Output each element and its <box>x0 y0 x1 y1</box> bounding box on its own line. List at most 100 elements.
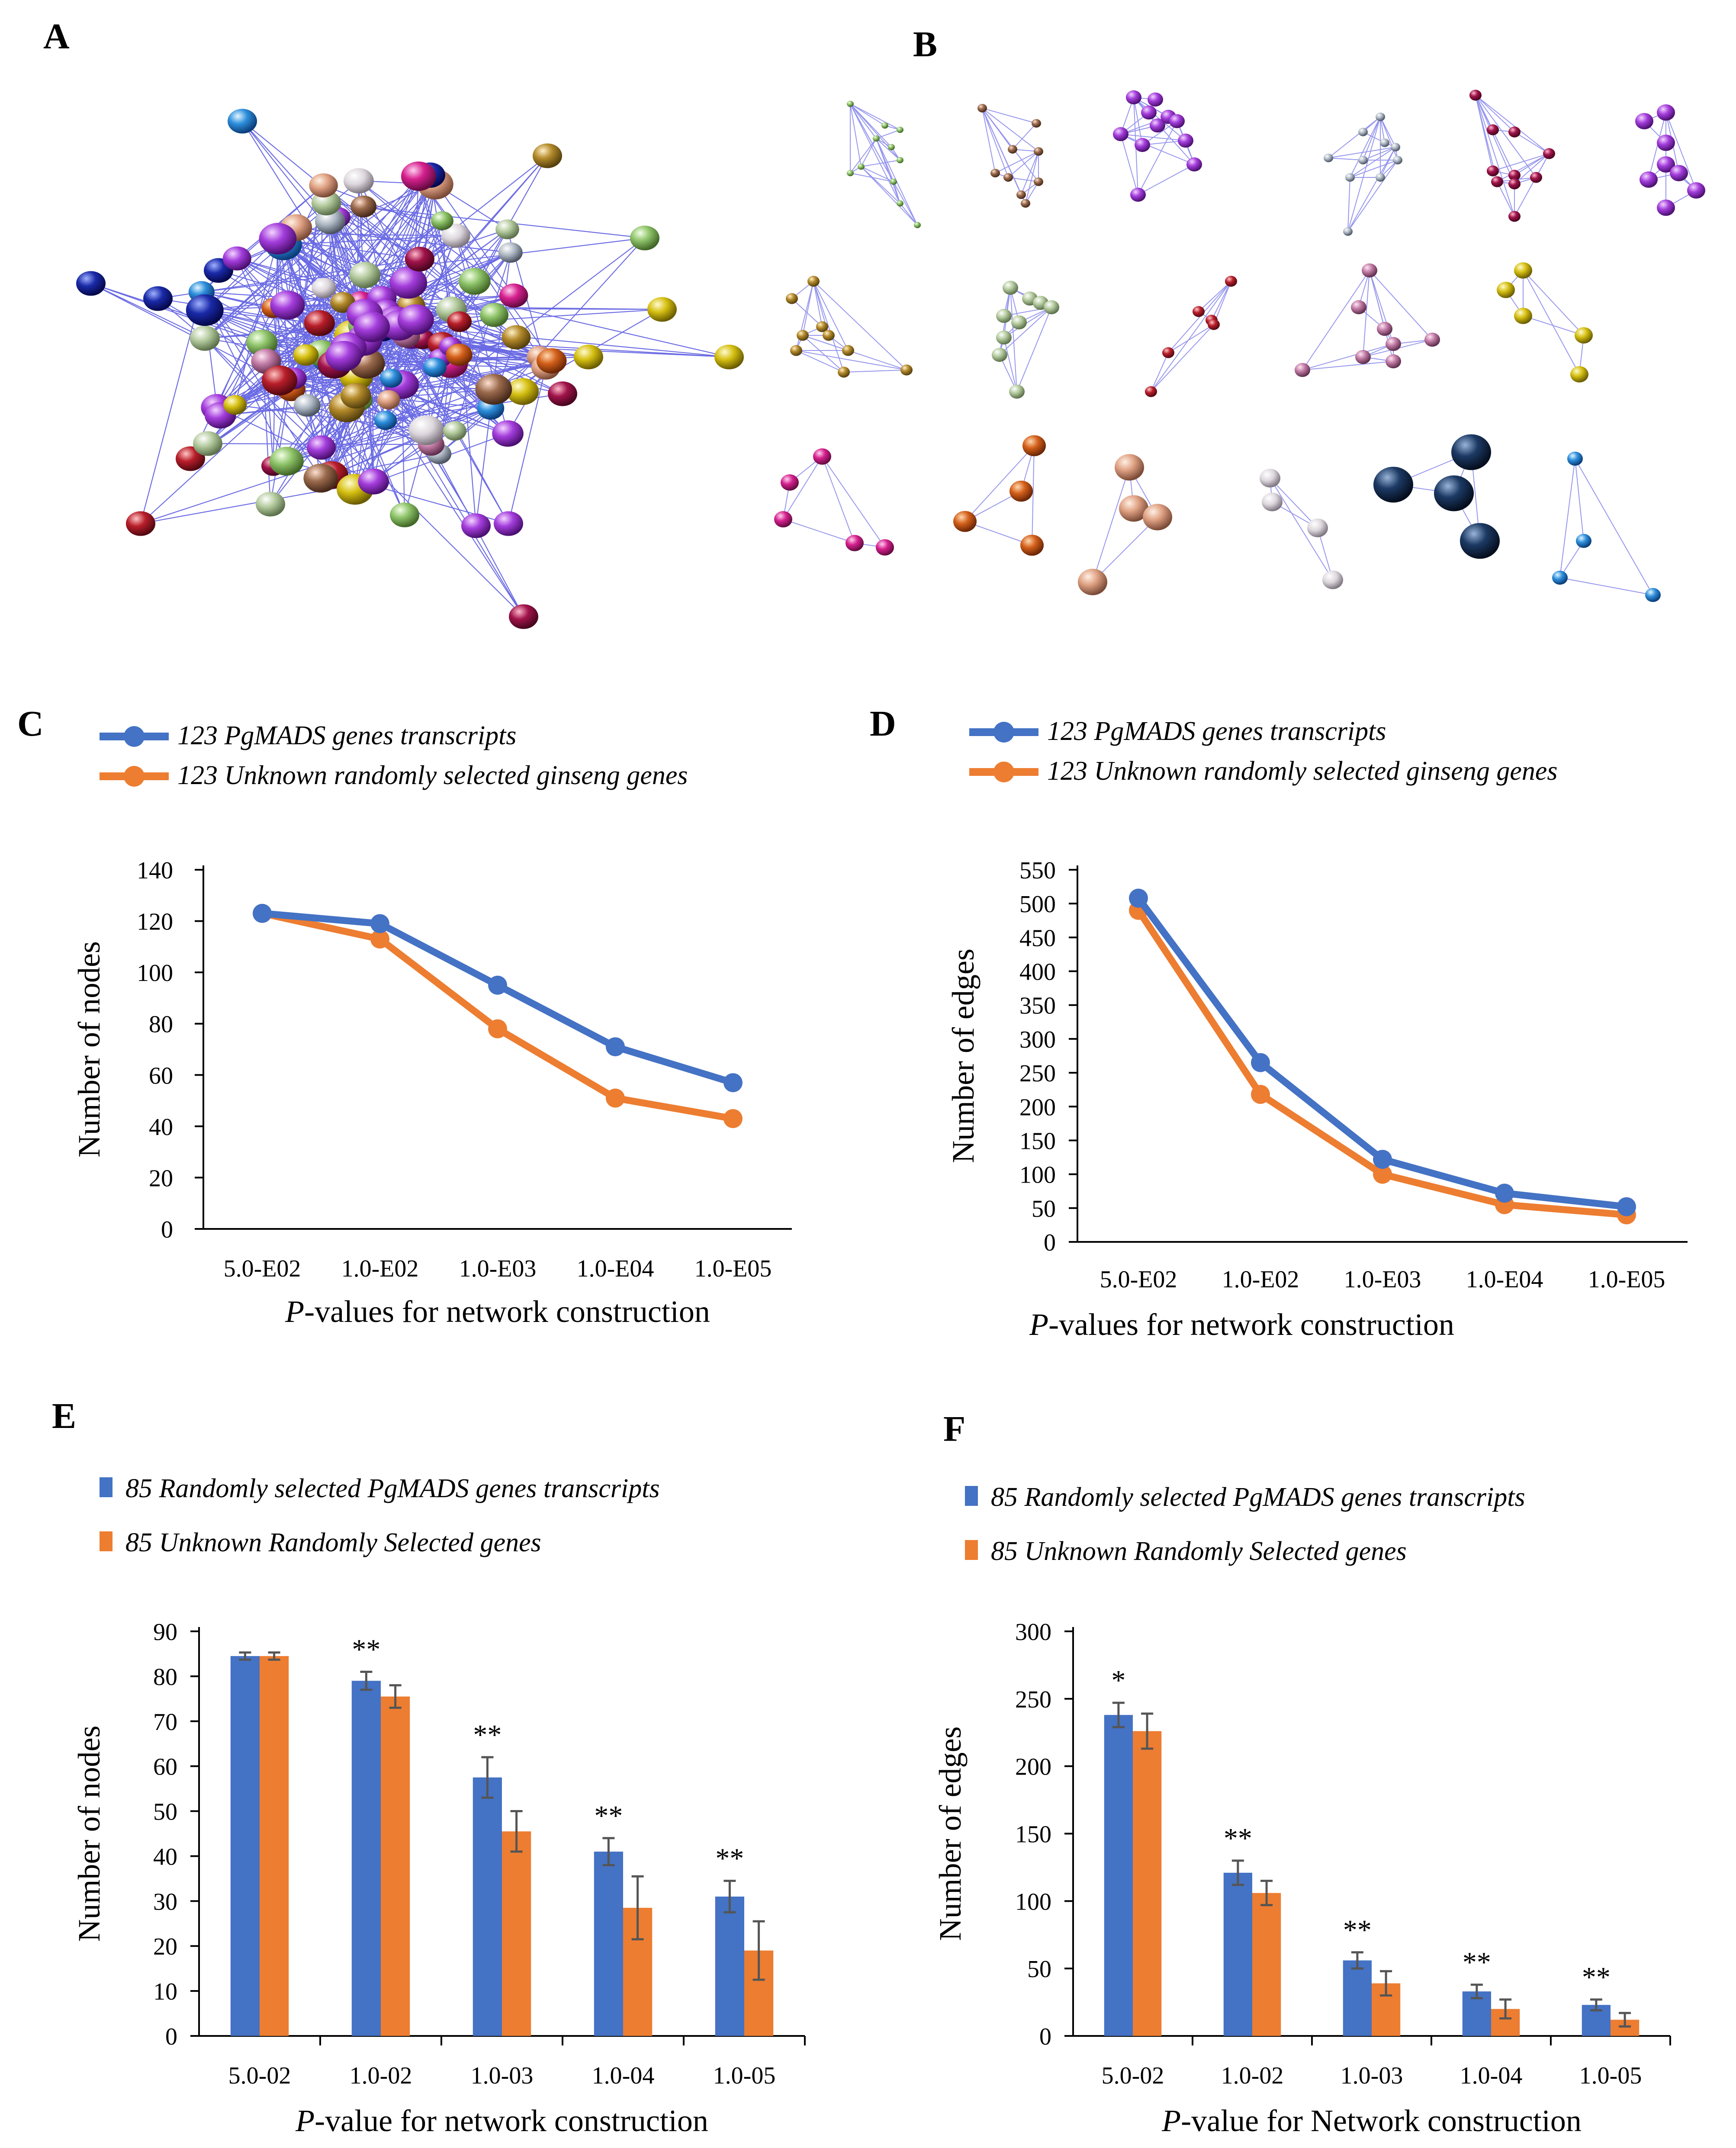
module-node <box>897 126 903 133</box>
significance-marker: ** <box>1463 1947 1491 1978</box>
network-node <box>441 223 470 248</box>
x-axis-title: P-value for Network construction <box>1161 2103 1582 2138</box>
bar <box>502 1831 531 2036</box>
data-point <box>1251 1085 1270 1104</box>
y-tick-label: 40 <box>149 1114 173 1141</box>
network-node <box>533 143 562 168</box>
network-node <box>390 502 419 527</box>
legend-label-2: 85 Unknown Randomly Selected genes <box>125 1528 541 1557</box>
module-node <box>1657 135 1675 151</box>
y-tick-label: 80 <box>149 1011 173 1038</box>
network-node <box>143 286 173 311</box>
module-node <box>1355 350 1371 364</box>
panel-label-c: C <box>17 704 44 744</box>
data-point <box>488 975 507 995</box>
network-node <box>443 421 467 441</box>
module-node <box>813 448 831 465</box>
module-6 <box>1635 104 1705 216</box>
y-tick-label: 400 <box>1019 959 1056 986</box>
module-17 <box>1552 451 1661 602</box>
module-15 <box>1260 469 1343 589</box>
module-node <box>1508 211 1521 222</box>
module-node <box>1376 173 1385 182</box>
network-node <box>256 492 285 517</box>
module-node <box>1262 492 1283 511</box>
y-tick-label: 0 <box>161 1216 173 1243</box>
module-node <box>1380 138 1389 147</box>
bar <box>381 1696 410 2036</box>
module-node <box>1487 124 1499 135</box>
module-node <box>1391 143 1400 151</box>
data-point <box>370 929 389 949</box>
network-node <box>714 344 744 370</box>
module-node <box>1343 227 1353 236</box>
network-node <box>269 447 304 476</box>
module-node <box>1657 104 1675 121</box>
module-node <box>1376 113 1385 121</box>
network-node <box>350 195 377 218</box>
y-axis-title: Number of edges <box>946 949 981 1163</box>
y-tick-label: 30 <box>153 1888 177 1915</box>
network-node <box>494 511 523 536</box>
y-tick-label: 0 <box>1039 2023 1051 2050</box>
y-tick-label: 0 <box>165 2023 177 2050</box>
module-node <box>1162 347 1174 358</box>
x-tick-label: 1.0-04 <box>1460 2062 1523 2089</box>
bar <box>1133 1731 1162 2036</box>
charts: 123 PgMADS genes transcripts 123 Unknown … <box>72 717 1688 2138</box>
y-tick-label: 250 <box>1015 1686 1051 1713</box>
module-node <box>1186 157 1202 172</box>
module-node <box>996 309 1012 323</box>
module-node <box>888 144 895 151</box>
y-tick-label: 20 <box>153 1933 177 1960</box>
module-node <box>1078 569 1107 595</box>
y-tick-label: 100 <box>1019 1162 1056 1189</box>
network-node <box>270 290 305 320</box>
network-node <box>190 325 220 351</box>
module-node <box>842 345 854 356</box>
y-tick-label: 300 <box>1015 1619 1051 1646</box>
data-point <box>1373 1164 1392 1184</box>
module-node <box>1022 435 1046 457</box>
bar <box>351 1681 381 2036</box>
data-point <box>1129 888 1148 908</box>
chart-d: 123 PgMADS genes transcripts 123 Unknown … <box>946 717 1688 1342</box>
panel-label-f: F <box>943 1409 965 1449</box>
y-tick-label: 20 <box>149 1165 173 1192</box>
module-node <box>797 330 809 341</box>
module-node <box>1016 190 1026 199</box>
module-node <box>823 330 835 341</box>
module-node <box>1115 454 1144 481</box>
x-tick-label: 1.0-03 <box>1341 2062 1403 2089</box>
network-node <box>447 311 472 332</box>
x-tick-label: 1.0-03 <box>471 2062 534 2089</box>
data-point <box>723 1109 743 1129</box>
module-node <box>807 276 820 287</box>
module-node <box>1044 300 1059 315</box>
module-node <box>1208 319 1220 330</box>
legend-label-2: 85 Unknown Randomly Selected genes <box>991 1537 1407 1566</box>
network-node <box>509 604 538 629</box>
network-node <box>358 468 389 495</box>
data-point <box>606 1088 625 1108</box>
bar <box>230 1656 260 2036</box>
module-node <box>1126 90 1141 105</box>
data-point <box>606 1037 625 1057</box>
module-node <box>1386 337 1401 351</box>
y-tick-label: 250 <box>1019 1060 1056 1087</box>
module-node <box>914 222 921 228</box>
y-axis-title: Number of nodes <box>72 1726 106 1942</box>
module-node <box>900 364 913 376</box>
y-tick-label: 50 <box>1032 1196 1056 1222</box>
module-node <box>1393 156 1402 164</box>
bar <box>1252 1893 1281 2036</box>
bar <box>1223 1872 1252 2036</box>
module-node <box>977 104 987 113</box>
series-line-1 <box>262 910 734 1086</box>
x-tick-label: 5.0-E02 <box>1100 1266 1177 1293</box>
module-node <box>1141 105 1157 120</box>
module-node <box>1424 332 1440 347</box>
x-tick-label: 1.0-05 <box>713 2062 776 2089</box>
x-tick-label: 1.0-E02 <box>1222 1266 1299 1293</box>
network-node <box>186 294 224 326</box>
